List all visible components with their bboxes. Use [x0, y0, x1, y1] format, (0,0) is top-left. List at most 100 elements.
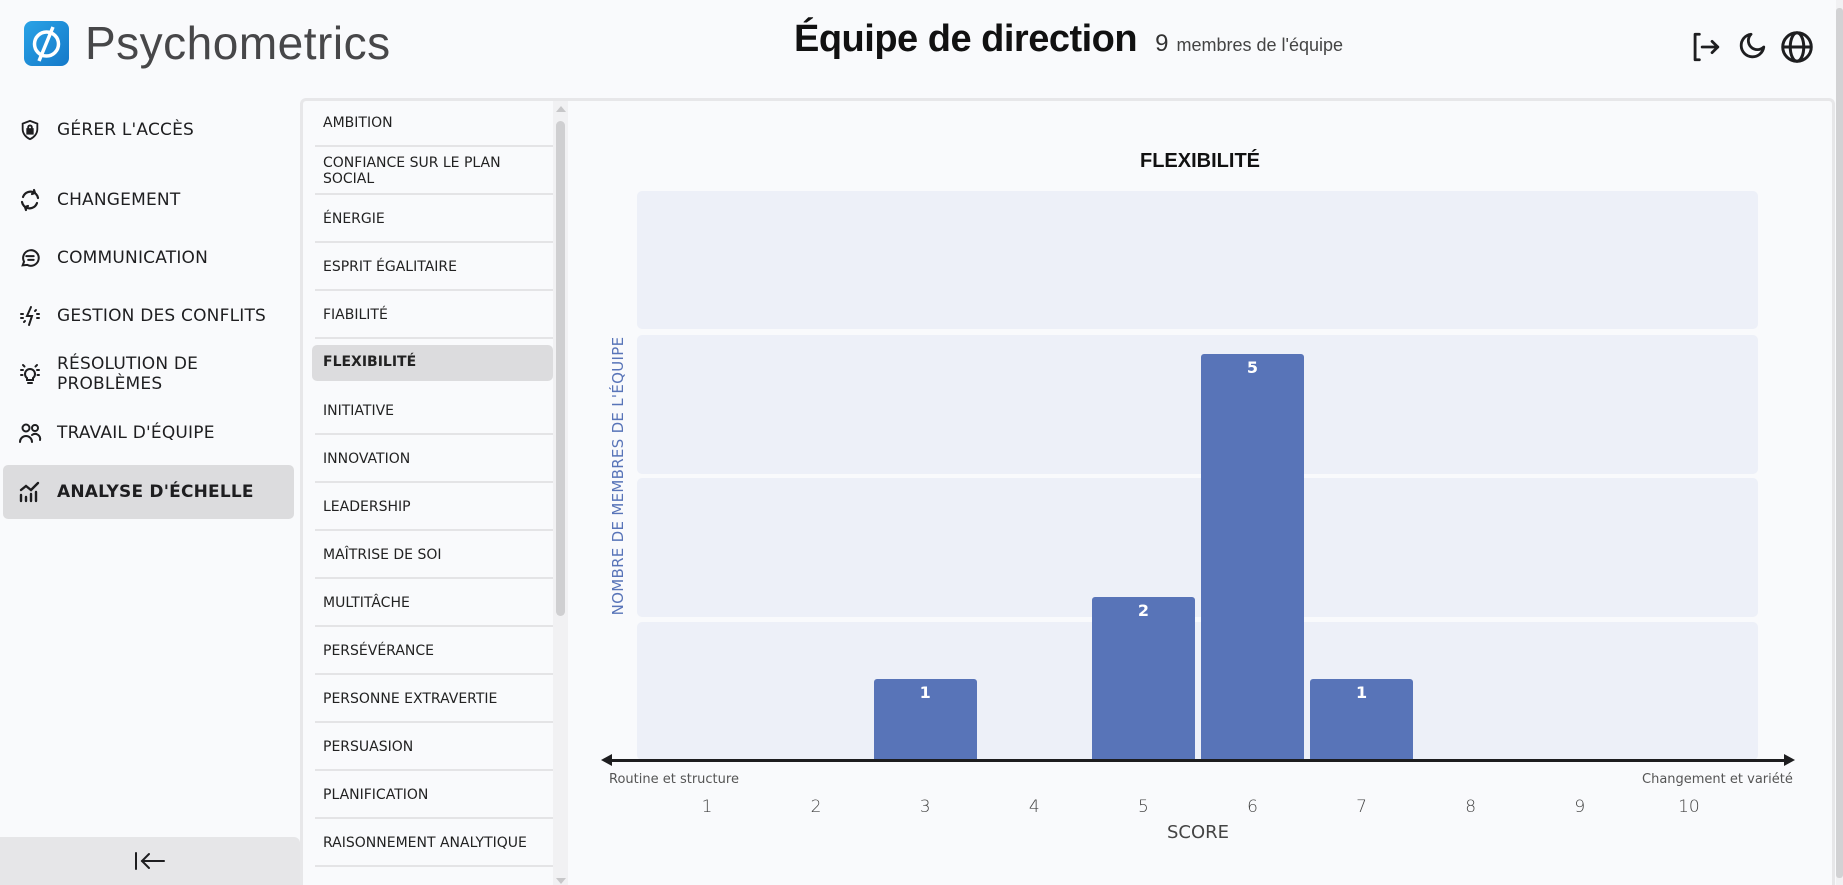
x-tick-label: 1	[701, 797, 713, 817]
x-tick-label: 4	[1028, 797, 1040, 817]
bar-value-label: 2	[1137, 601, 1149, 621]
sidebar-item-conflict-management[interactable]: GESTION DES CONFLITS	[3, 289, 294, 343]
x-tick-label: 2	[810, 797, 822, 817]
scale-item-label: INITIATIVE	[323, 403, 395, 419]
logo-icon	[24, 20, 69, 66]
scale-item-egalitarian[interactable]: ESPRIT ÉGALITAIRE	[315, 245, 553, 291]
scale-list[interactable]: AMBITION CONFIANCE SUR LE PLAN SOCIAL ÉN…	[303, 101, 568, 885]
scale-item-self-control[interactable]: MAÎTRISE DE SOI	[315, 533, 553, 579]
scale-item-energy[interactable]: ÉNERGIE	[315, 197, 553, 243]
sidebar-item-communication[interactable]: COMMUNICATION	[3, 231, 294, 285]
app-name: Psychometrics	[85, 17, 391, 69]
scroll-down-icon[interactable]	[556, 878, 566, 884]
message-icon	[18, 246, 42, 270]
x-tick-label: 8	[1465, 797, 1477, 817]
bar-value-label: 1	[919, 682, 931, 702]
scale-item-label: FLEXIBILITÉ	[323, 354, 417, 370]
logout-icon	[1693, 32, 1720, 62]
chart-bar[interactable]: 5	[1201, 353, 1304, 760]
scale-item-flexibility[interactable]: FLEXIBILITÉ	[312, 345, 553, 381]
page-scrollbar-thumb[interactable]	[1836, 8, 1843, 878]
scale-item-label: MULTITÂCHE	[323, 595, 410, 611]
sidebar-item-manage-access[interactable]: GÉRER L'ACCÈS	[3, 103, 294, 157]
app-logo[interactable]: Psychometrics	[24, 20, 391, 66]
member-count: 9	[1155, 30, 1169, 57]
scale-item-social-confidence[interactable]: CONFIANCE SUR LE PLAN SOCIAL	[315, 149, 553, 195]
sidebar-item-label: ANALYSE D'ÉCHELLE	[57, 482, 254, 502]
right-anchor-label: Changement et variété	[1642, 772, 1793, 787]
sidebar-item-label: RÉSOLUTION DE PROBLÈMES	[57, 354, 199, 394]
sidebar-item-label: GESTION DES CONFLITS	[57, 306, 267, 326]
bulb-icon	[18, 362, 42, 386]
scale-item-analytical-reasoning[interactable]: RAISONNEMENT ANALYTIQUE	[315, 821, 553, 867]
users-icon	[18, 421, 42, 445]
scale-item-multitasking[interactable]: MULTITÂCHE	[315, 581, 553, 627]
chart-bar[interactable]: 2	[1091, 597, 1195, 760]
scale-item-label: MAÎTRISE DE SOI	[323, 547, 442, 563]
scale-item-leadership[interactable]: LEADERSHIP	[315, 485, 553, 531]
chart-grid-band	[637, 478, 1758, 617]
arrow-right-icon	[1784, 754, 1795, 766]
collapse-sidebar-button[interactable]	[0, 837, 300, 885]
dark-mode-toggle[interactable]	[1732, 28, 1770, 66]
chart-bar[interactable]: 1	[873, 678, 977, 760]
refresh-cycle-icon	[18, 188, 42, 212]
bar-value-label: 1	[1356, 682, 1368, 702]
page-scrollbar[interactable]	[1836, 0, 1843, 885]
sidebar-item-label: CHANGEMENT	[57, 190, 181, 210]
x-tick-label: 3	[919, 797, 931, 817]
app-header: Psychometrics Équipe de direction 9 memb…	[0, 0, 1836, 90]
chart-title: FLEXIBILITÉ	[1140, 150, 1260, 172]
language-button[interactable]	[1778, 28, 1816, 66]
scale-item-label: ÉNERGIE	[323, 211, 385, 227]
sidebar-item-label: COMMUNICATION	[57, 248, 209, 268]
chart-grid-band	[637, 335, 1758, 474]
logout-button[interactable]	[1686, 28, 1724, 66]
scale-item-initiative[interactable]: INITIATIVE	[315, 389, 553, 435]
collapse-left-icon	[135, 852, 165, 870]
sidebar-item-label: GÉRER L'ACCÈS	[57, 120, 195, 140]
header-actions	[1686, 28, 1816, 66]
scale-item-reliability[interactable]: FIABILITÉ	[315, 293, 553, 339]
chart-x-axis	[610, 759, 1785, 762]
scale-item-innovation[interactable]: INNOVATION	[315, 437, 553, 483]
chart-icon	[18, 480, 42, 504]
scale-item-planning[interactable]: PLANIFICATION	[315, 773, 553, 819]
sidebar: GÉRER L'ACCÈS CHANGEMENT COMMUNICATION G…	[0, 90, 296, 885]
sidebar-item-change[interactable]: CHANGEMENT	[3, 173, 294, 227]
x-tick-label: 7	[1356, 797, 1367, 817]
scale-item-perseverance[interactable]: PERSÉVÉRANCE	[315, 629, 553, 675]
scale-item-label: RAISONNEMENT ANALYTIQUE	[323, 835, 527, 851]
sidebar-item-teamwork[interactable]: TRAVAIL D'ÉQUIPE	[3, 406, 294, 460]
chart-grid-band	[637, 622, 1758, 760]
team-title: Équipe de direction	[794, 18, 1138, 60]
scale-item-label: AMBITION	[323, 115, 393, 131]
scale-list-scrollbar[interactable]	[553, 101, 568, 885]
x-tick-label: 9	[1574, 797, 1586, 817]
scale-item-label: LEADERSHIP	[323, 499, 411, 515]
scale-item-label: INNOVATION	[323, 451, 411, 467]
globe-icon	[1781, 31, 1813, 63]
scrollbar-thumb[interactable]	[556, 121, 565, 616]
x-tick-label: 10	[1678, 797, 1700, 817]
x-tick-label: 6	[1247, 797, 1258, 817]
scale-item-label: PLANIFICATION	[323, 787, 429, 803]
member-label: membres de l'équipe	[1176, 35, 1343, 55]
scale-item-ambition[interactable]: AMBITION	[315, 101, 553, 147]
chart-y-axis-label: NOMBRE DE MEMBRES DE L'ÉQUIPE	[609, 336, 627, 616]
bar-value-label: 5	[1246, 357, 1259, 377]
scale-item-label: CONFIANCE SUR LE PLAN SOCIAL	[323, 155, 501, 187]
sidebar-item-scale-analysis[interactable]: ANALYSE D'ÉCHELLE	[3, 465, 294, 519]
scale-item-label: PERSONNE EXTRAVERTIE	[323, 691, 498, 707]
chart-grid-band	[637, 191, 1758, 329]
chart-bar[interactable]: 1	[1310, 678, 1414, 760]
sidebar-item-problem-solving[interactable]: RÉSOLUTION DE PROBLÈMES	[3, 347, 294, 401]
scale-item-persuasion[interactable]: PERSUASION	[315, 725, 553, 771]
shield-lock-icon	[18, 118, 42, 142]
scale-item-extravert[interactable]: PERSONNE EXTRAVERTIE	[315, 677, 553, 723]
x-tick-label: 5	[1137, 797, 1149, 817]
team-heading: Équipe de direction 9 membres de l'équip…	[794, 18, 1343, 61]
sidebar-item-label: TRAVAIL D'ÉQUIPE	[57, 423, 215, 443]
left-anchor-label: Routine et structure	[609, 772, 739, 787]
scroll-up-icon[interactable]	[556, 106, 566, 112]
